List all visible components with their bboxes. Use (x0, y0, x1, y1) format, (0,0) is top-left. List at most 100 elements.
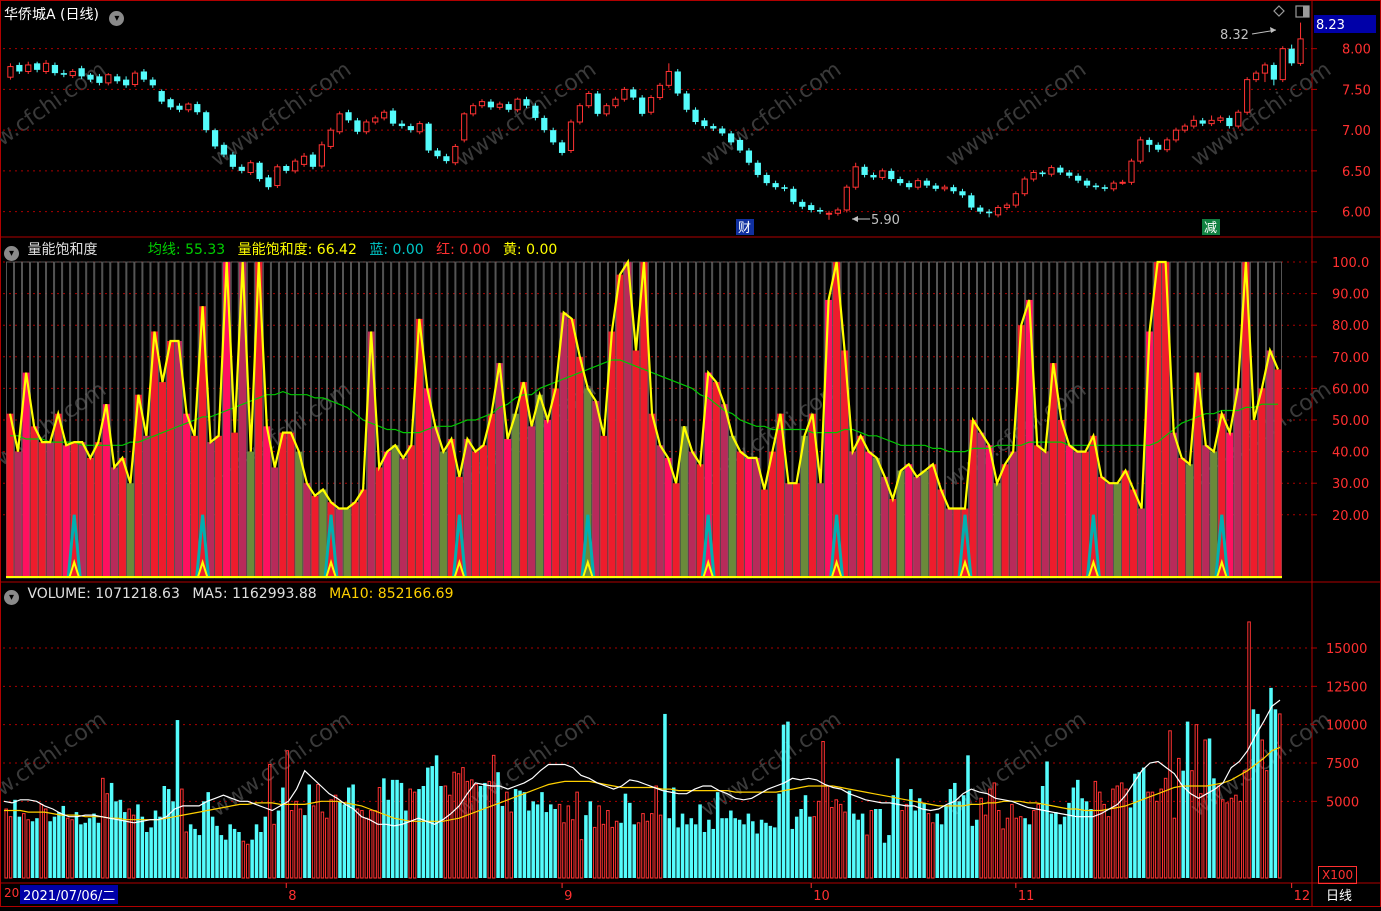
diamond-icon[interactable] (1273, 5, 1285, 17)
candle-73 (656, 82, 664, 100)
sat-bar-109 (881, 476, 889, 578)
candle-128 (1146, 137, 1153, 153)
vol-bar-118 (522, 792, 527, 878)
vol-bar-106 (469, 779, 474, 879)
event-badge-cai[interactable] (736, 219, 754, 235)
sat-bar-32 (263, 426, 271, 578)
candle-143 (1279, 46, 1286, 83)
candle-body-up (1110, 182, 1117, 190)
sat-bar-59 (479, 445, 488, 578)
sat-bar-78 (632, 350, 640, 578)
vol-bar-281 (1238, 800, 1243, 879)
vol-bar-96 (426, 767, 430, 878)
candle-body-up (914, 180, 922, 188)
candle-15 (140, 69, 148, 83)
chevron-down-icon[interactable]: ▾ (109, 11, 125, 26)
vol-bar-180 (794, 816, 799, 878)
ma5-label: MA5: (192, 586, 228, 602)
candle-body-up (416, 123, 423, 133)
candle-body-up (1244, 79, 1251, 113)
vol-bar-164 (724, 818, 729, 878)
candle-body-down (754, 162, 761, 175)
candle-body-down (389, 110, 397, 124)
vol-bar-1 (8, 816, 13, 879)
vol-bar-92 (408, 788, 412, 879)
candle-7 (69, 69, 76, 78)
vol-bar-40 (180, 788, 184, 879)
vol-bar-18 (83, 822, 88, 878)
sat-bar-126 (1017, 325, 1025, 578)
vol-bar-249 (1097, 791, 1102, 879)
candle-29 (265, 174, 272, 190)
vol-bar-35 (158, 816, 162, 878)
sat-bar-20 (167, 341, 175, 578)
candle-100 (897, 176, 904, 186)
month-label-1: 9 (564, 889, 572, 904)
candle-body-down (639, 97, 646, 114)
vol-bar-267 (1177, 757, 1181, 879)
candle-body-down (888, 170, 895, 180)
sat-bar-116 (937, 489, 945, 578)
vol-bar-34 (153, 810, 158, 878)
vol-bar-94 (417, 789, 421, 878)
vol-bar-177 (781, 724, 786, 878)
candle-46 (416, 121, 423, 135)
candle-11 (105, 73, 112, 86)
candle-118 (1057, 165, 1064, 175)
candle-body-down (816, 210, 824, 212)
candle-body-down (950, 187, 957, 192)
vol-ma10-line (4, 746, 1281, 822)
candle-142 (1270, 62, 1277, 86)
sat-bar-77 (624, 262, 632, 578)
vol-bar-237 (1045, 761, 1049, 878)
candle-body-down (16, 64, 23, 72)
period-button[interactable]: 日线 (1326, 889, 1353, 904)
sat-bar-73 (592, 401, 600, 578)
watermark-text: www.cfchi.com (207, 57, 356, 172)
vol-bar-31 (140, 816, 145, 878)
chevron-down-icon[interactable]: ▾ (4, 590, 19, 605)
chevron-down-icon[interactable]: ▾ (4, 246, 19, 261)
candle-95 (852, 162, 859, 190)
vol-bar-284 (1251, 709, 1256, 878)
candle-body-down (923, 180, 930, 186)
sat-blue-spike-7 (957, 514, 973, 579)
sat-bar-62 (504, 438, 512, 578)
vol-bar-135 (597, 805, 601, 879)
candle-body-up (1235, 111, 1242, 127)
vol-bar-202 (891, 795, 896, 878)
sat-yellow-spike-0 (68, 558, 81, 579)
candle-19 (176, 103, 183, 113)
candle-62 (558, 139, 566, 156)
vol-bar-216 (953, 782, 957, 878)
candle-134 (1199, 117, 1206, 127)
candle-21 (194, 101, 201, 115)
candle-body-down (176, 105, 183, 110)
candle-body-down (772, 183, 779, 188)
candle-body-down (736, 139, 744, 151)
sat-bar-6 (54, 413, 62, 578)
vol-bar-264 (1163, 777, 1168, 879)
sat-bar-57 (463, 438, 471, 578)
candle-body-up (647, 97, 655, 113)
vol-bar-104 (461, 767, 465, 879)
sat-bar-99 (800, 435, 809, 578)
sat-bar-117 (945, 508, 953, 578)
sat-bar-58 (471, 451, 479, 578)
vol-bar-144 (636, 822, 641, 879)
sat-bar-24 (199, 306, 207, 578)
candle-body-up (1119, 181, 1126, 184)
vol-bar-165 (729, 810, 733, 878)
candle-107 (959, 188, 966, 198)
vol-bar-138 (610, 826, 615, 879)
vol-bar-250 (1102, 803, 1106, 879)
event-badge-jian[interactable] (1202, 219, 1220, 235)
cursor-date[interactable]: 2021/07/06/二 (20, 885, 119, 904)
candle-body-down (692, 109, 699, 122)
vol-bar-99 (439, 786, 443, 878)
candle-133 (1190, 115, 1197, 129)
candle-101 (905, 180, 913, 190)
candle-body-up (105, 74, 112, 84)
candle-body-down (1155, 144, 1162, 150)
vol-bar-60 (267, 764, 272, 879)
